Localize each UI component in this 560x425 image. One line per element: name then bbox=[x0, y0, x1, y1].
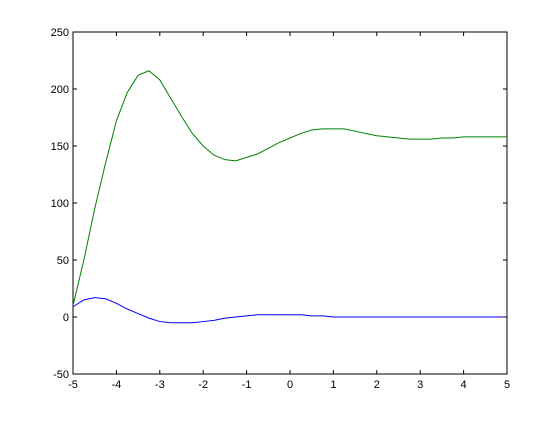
x-tick-label: -4 bbox=[112, 379, 122, 391]
series-line-1 bbox=[72, 70, 507, 306]
y-tick-label: 200 bbox=[51, 84, 69, 96]
x-tick-label: -2 bbox=[198, 379, 208, 391]
x-tick-label: -3 bbox=[155, 379, 165, 391]
x-tick-label: 4 bbox=[461, 379, 467, 391]
plot-area: -5 -4 -3 -2 -1 0 1 2 3 4 5 -50 0 50 100 150 200 250 bbox=[51, 27, 510, 391]
y-tick-label: 50 bbox=[57, 255, 69, 267]
x-tick-label: 0 bbox=[287, 379, 293, 391]
x-tick-label: 3 bbox=[417, 379, 423, 391]
x-tick-label: -5 bbox=[68, 379, 78, 391]
y-tick-label: 250 bbox=[51, 27, 69, 39]
x-tick-label: -1 bbox=[242, 379, 252, 391]
x-tick-label: 1 bbox=[330, 379, 336, 391]
y-tick-label: -50 bbox=[53, 369, 69, 381]
y-tick-label: 150 bbox=[51, 141, 69, 153]
x-tick-label: 5 bbox=[504, 379, 510, 391]
axes-frame bbox=[72, 31, 508, 375]
y-tick-label: 0 bbox=[63, 312, 69, 324]
series-line-2 bbox=[72, 297, 507, 324]
x-tick-label: 2 bbox=[374, 379, 380, 391]
y-tick-label: 100 bbox=[51, 198, 69, 210]
